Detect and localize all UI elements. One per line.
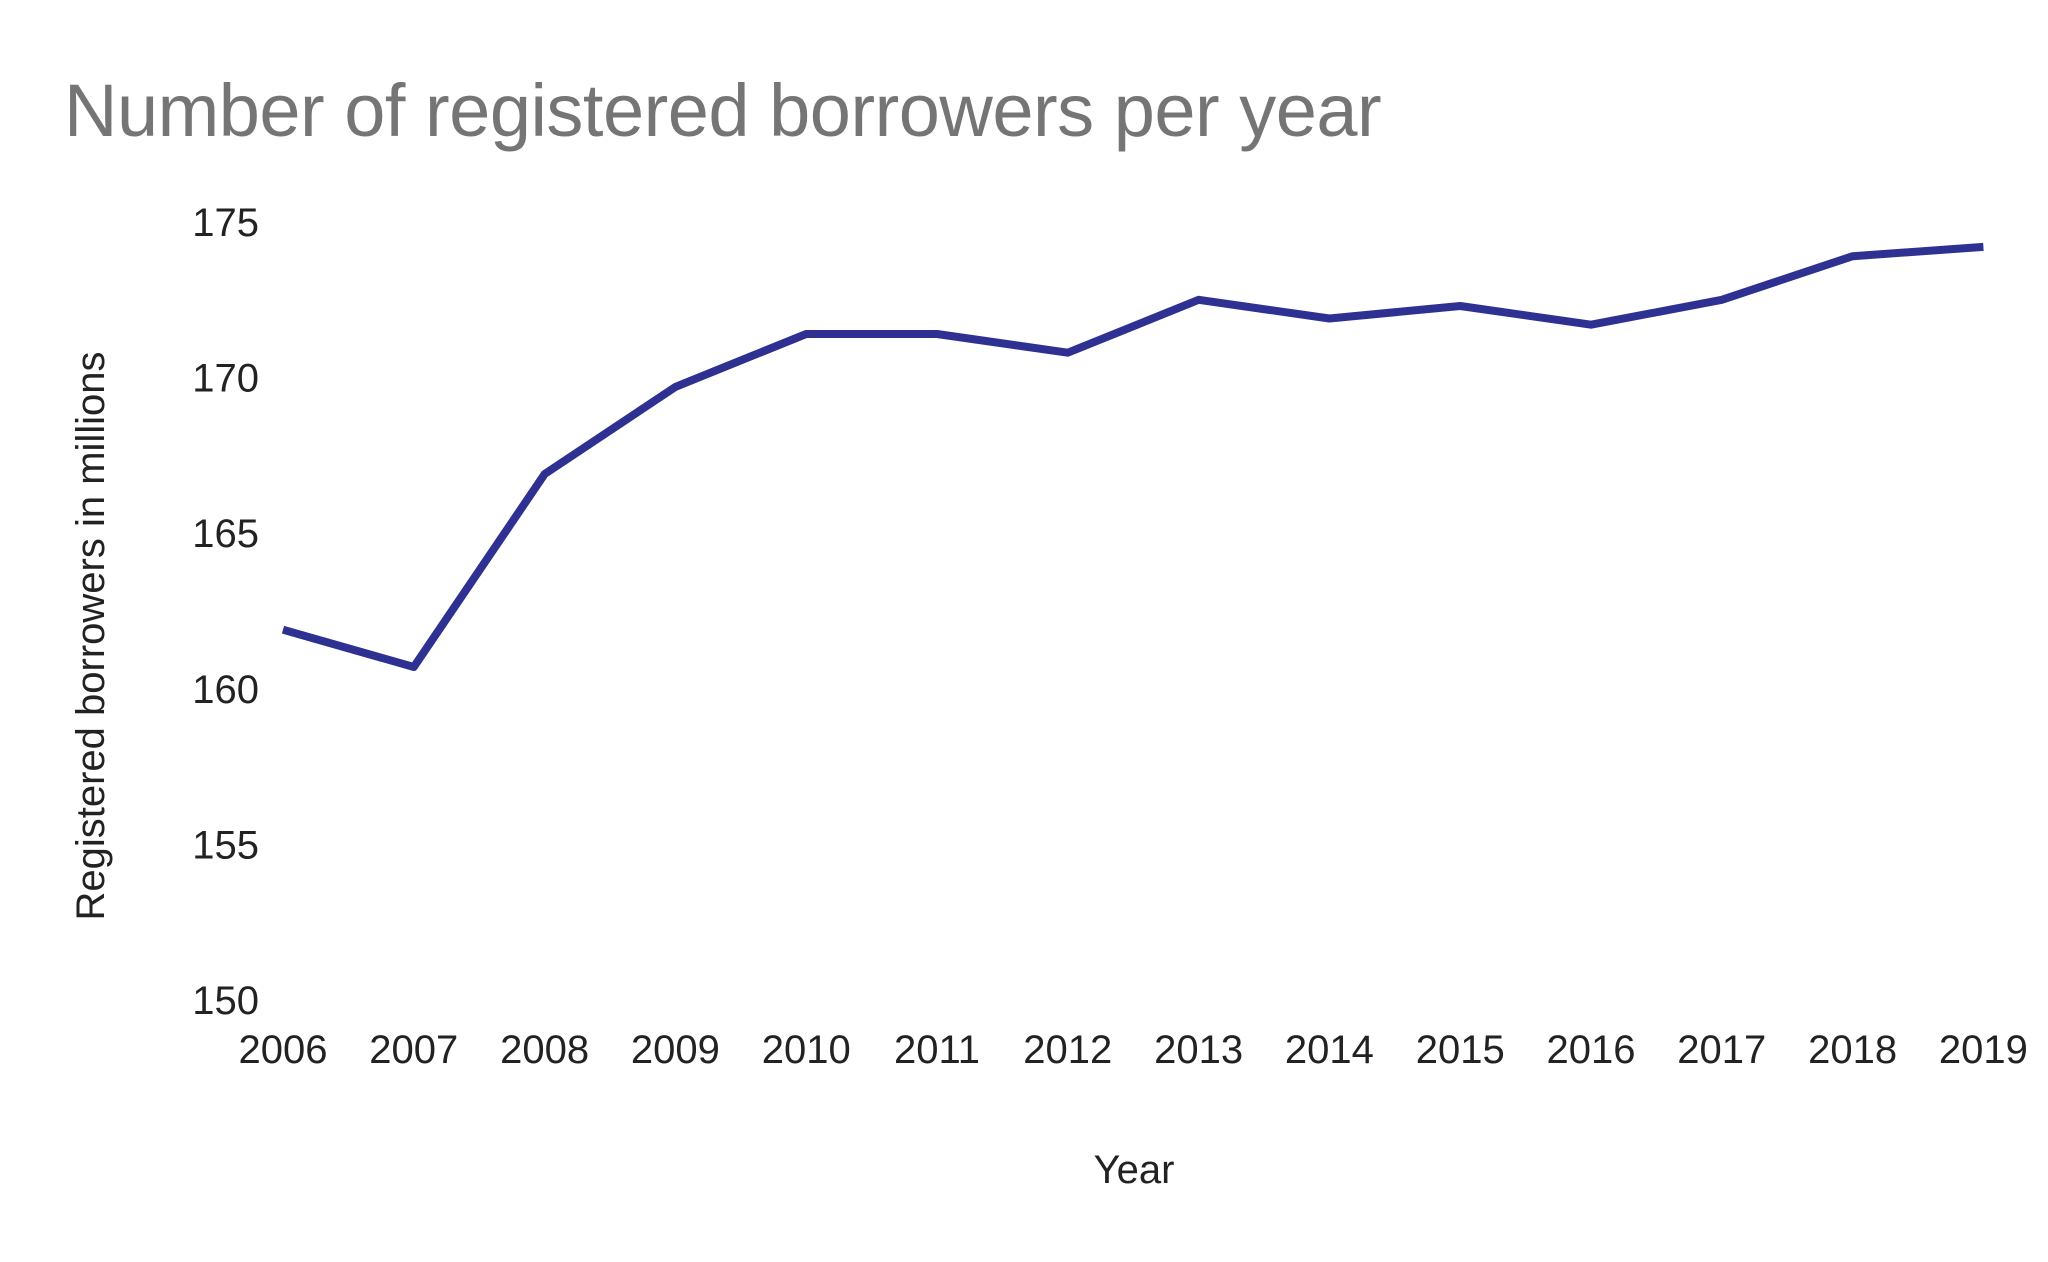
x-axis-title: Year	[1094, 1148, 1175, 1192]
x-tick-label: 2014	[1285, 1028, 1374, 1072]
x-axis-ticks: 2006 2007 2008 2009 2010 2011 2012 2013 2014 2015…	[239, 1028, 2028, 1072]
x-tick-label: 2007	[369, 1028, 458, 1072]
x-tick-label: 2011	[894, 1028, 980, 1072]
y-axis-title: Registered borrowers in millions	[69, 351, 113, 920]
x-tick-label: 2015	[1416, 1028, 1505, 1072]
y-tick-label: 150	[192, 979, 259, 1023]
y-tick-label: 155	[192, 823, 259, 867]
y-tick-label: 165	[192, 512, 259, 556]
x-tick-label: 2006	[239, 1028, 328, 1072]
y-tick-label: 170	[192, 357, 259, 401]
x-tick-label: 2008	[500, 1028, 589, 1072]
x-tick-label: 2010	[762, 1028, 851, 1072]
x-tick-label: 2013	[1154, 1028, 1243, 1072]
x-tick-label: 2017	[1677, 1028, 1766, 1072]
x-tick-label: 2009	[631, 1028, 720, 1072]
x-tick-label: 2012	[1023, 1028, 1112, 1072]
y-tick-label: 160	[192, 668, 259, 712]
y-axis-ticks: 150 155 160 165 170 175	[192, 201, 259, 1023]
x-tick-label: 2019	[1939, 1028, 2028, 1072]
y-tick-label: 175	[192, 201, 259, 245]
x-tick-label: 2016	[1547, 1028, 1636, 1072]
x-tick-label: 2018	[1808, 1028, 1897, 1072]
series-line-registered-borrowers	[281, 242, 1984, 671]
chart-title: Number of registered borrowers per year	[64, 69, 1382, 152]
